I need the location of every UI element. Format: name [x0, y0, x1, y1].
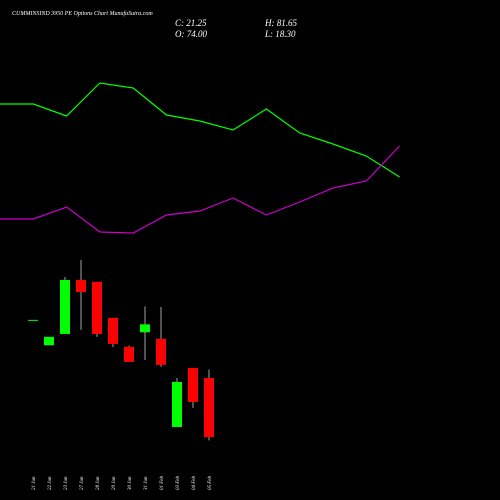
candle-body	[92, 281, 102, 334]
x-tick-label: 23 Jan	[64, 476, 69, 490]
candle-body	[172, 381, 182, 428]
x-tick-label: 03 Feb	[176, 475, 181, 490]
candle-body	[60, 279, 70, 334]
candle-body	[124, 346, 134, 362]
candle-body	[108, 317, 118, 344]
ohlc-label: H: 81.65	[264, 18, 297, 28]
line	[0, 145, 401, 234]
ohlc-label: O: 74.00	[175, 29, 207, 39]
x-tick-label: 21 Jan	[32, 476, 37, 490]
ohlc-label: C: 21.25	[175, 18, 207, 28]
x-tick-label: 30 Jan	[128, 476, 133, 490]
x-tick-label: 04 Feb	[192, 475, 197, 490]
x-tick-label: 01 Feb	[160, 475, 165, 490]
candle-body	[188, 367, 198, 402]
line	[0, 82, 400, 178]
x-tick-label: 28 Jan	[96, 476, 101, 490]
candle-body	[44, 336, 54, 346]
candle-body	[140, 324, 150, 333]
candle-body	[28, 319, 38, 321]
candle-body	[204, 378, 214, 438]
candle-body	[156, 338, 166, 365]
x-tick-label: 29 Jan	[112, 476, 117, 490]
x-tick-label: 27 Jan	[80, 476, 85, 490]
chart-title: CUMMINSIND 3950 PE Options Chart MunafaS…	[12, 10, 153, 17]
x-tick-label: 05 Feb	[208, 475, 213, 490]
x-tick-label: 22 Jan	[48, 476, 53, 490]
candle-body	[76, 279, 86, 293]
ohlc-label: L: 18.30	[264, 29, 296, 39]
x-tick-label: 31 Jan	[144, 476, 149, 490]
